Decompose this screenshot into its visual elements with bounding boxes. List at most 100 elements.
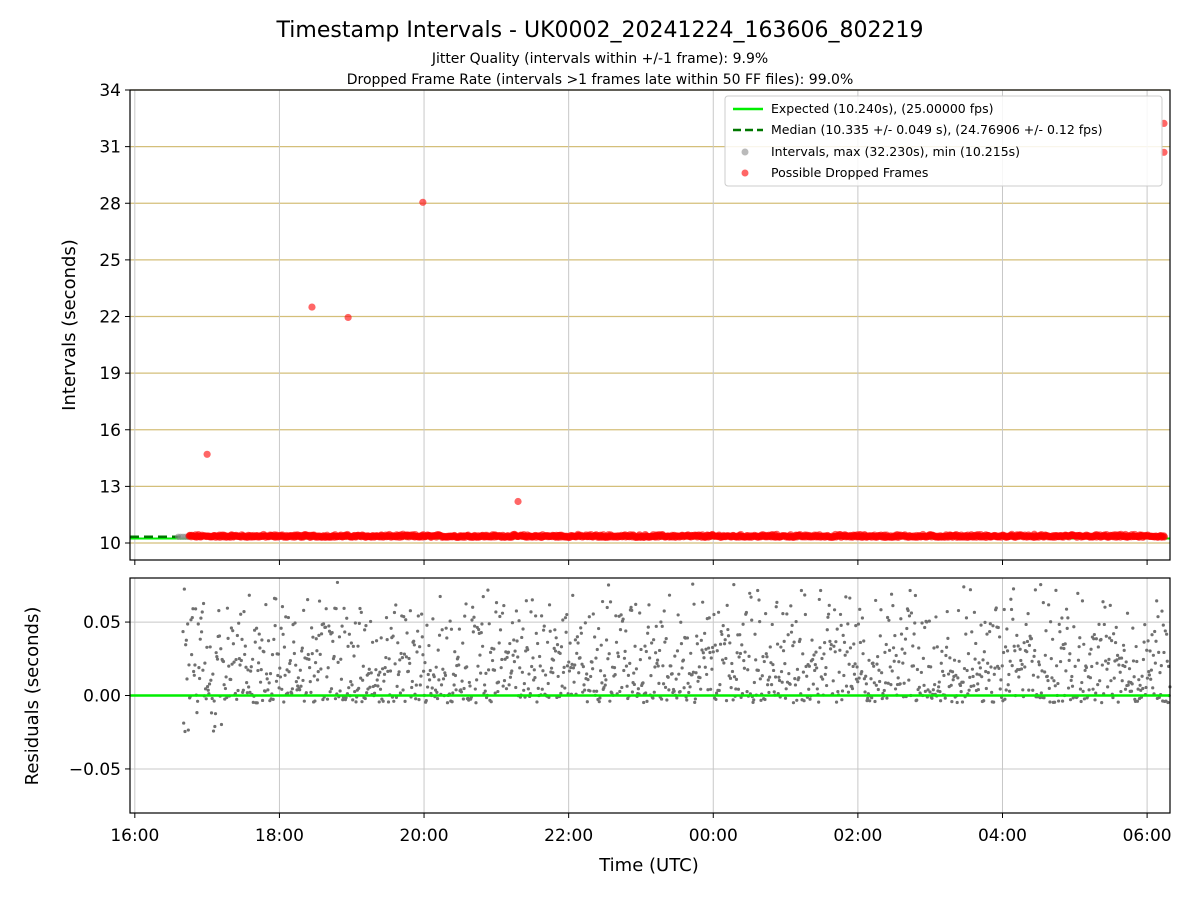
residual-point [440,628,444,632]
residual-point [384,655,388,660]
residual-point [882,688,886,693]
residual-point [938,690,942,694]
residual-point [861,652,865,656]
residual-point [793,683,798,687]
residual-point [1043,670,1047,674]
residual-point [1037,660,1041,664]
residual-point [1155,599,1159,603]
residual-point [388,669,393,673]
residual-point [774,605,778,609]
residual-point [542,624,546,628]
residual-point [432,675,436,679]
intervals-axes-frame [129,89,1171,561]
residual-point [494,601,499,605]
residual-point [933,682,937,687]
residual-point [450,700,454,704]
residual-point [797,676,801,680]
residual-point [779,645,783,649]
residual-point [201,601,206,606]
residual-point [427,643,431,648]
residual-point [860,616,864,620]
residual-point [855,665,859,669]
residual-point [460,679,464,683]
residual-point [341,698,345,702]
residual-point [950,670,955,674]
residual-point [226,636,230,640]
residual-point [461,697,465,701]
residual-point [848,646,853,650]
residual-point [1157,650,1161,654]
residual-point [563,616,568,620]
residual-point [771,668,776,673]
residual-point [1076,591,1080,595]
residual-point [606,583,611,587]
residual-point [789,630,794,634]
residual-point [182,721,186,725]
residual-point [508,675,513,679]
residual-point [923,625,927,630]
residual-point [210,696,214,701]
residual-point [237,621,241,625]
residual-point [1101,600,1105,604]
residual-point [518,666,522,670]
residual-point [538,664,542,668]
residual-point [585,700,589,704]
residual-point [973,657,977,661]
residual-point [1136,687,1140,691]
residual-point [558,651,562,656]
residual-point [979,623,983,627]
residual-point [541,669,545,673]
residual-point [716,610,721,614]
residual-point [949,683,953,687]
residual-point [925,620,929,624]
residual-point [728,676,733,680]
residual-point [775,600,779,604]
residual-point [1145,648,1149,652]
residual-point [980,675,984,679]
residual-point [402,652,407,656]
residual-point [846,622,850,626]
residual-point [662,609,666,613]
residual-point [286,691,290,695]
residual-point [898,682,902,686]
residual-point [636,687,640,691]
residual-point [756,588,760,593]
residual-point [508,641,512,646]
residual-point [1029,637,1034,641]
residual-point [200,610,204,614]
residual-point [327,624,331,628]
residual-point [368,685,372,689]
residual-point [744,610,749,615]
residual-point [426,672,430,677]
residual-point [630,690,635,694]
residual-point [361,678,365,682]
residual-point [767,690,771,695]
residual-point [825,683,829,688]
residual-point [243,652,247,657]
residual-point [396,672,401,677]
residual-point [625,684,629,688]
residual-point [453,650,457,654]
residual-point [624,629,628,633]
residual-point [780,680,784,684]
residual-point [408,609,412,613]
residual-point [773,675,778,679]
residual-point [634,667,638,671]
residual-point [497,641,501,645]
residual-point [961,680,965,684]
residual-point [1062,646,1066,651]
residual-point [351,644,355,648]
residual-point [395,684,399,689]
residual-point [791,644,795,648]
residual-point [444,626,448,630]
residual-point [1045,674,1049,678]
residual-point [302,608,306,612]
residual-point [473,624,477,628]
residual-point [840,689,845,693]
residual-point [992,672,996,676]
residual-point [909,611,914,615]
residual-point [1153,629,1157,634]
residual-point [527,672,531,676]
residual-point [312,674,316,678]
residual-point [844,595,848,599]
